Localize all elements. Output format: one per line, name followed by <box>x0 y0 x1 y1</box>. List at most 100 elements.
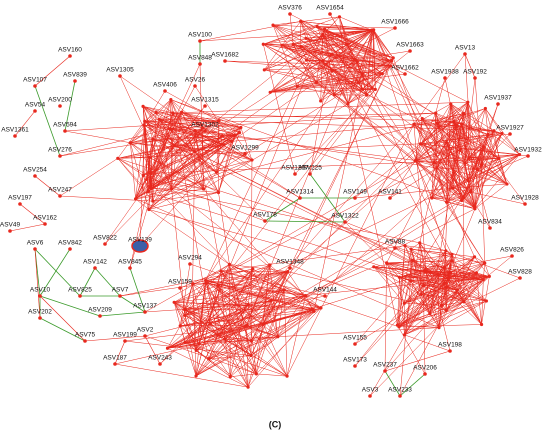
node-dot <box>463 161 467 165</box>
edge <box>130 142 136 199</box>
node-label: ASV828 <box>508 269 532 276</box>
edge <box>429 272 451 352</box>
node-dot <box>446 276 450 280</box>
edge <box>221 245 406 272</box>
node-dot <box>203 129 207 133</box>
node-dot <box>365 93 369 97</box>
edge <box>205 280 306 296</box>
node-label: ASV149 <box>343 189 367 196</box>
node-label: ASV192 <box>463 69 487 76</box>
edge <box>445 286 448 311</box>
edge <box>220 271 226 340</box>
node-label: ASV826 <box>500 247 524 254</box>
edge <box>220 270 278 337</box>
node-dot <box>445 200 449 204</box>
edge <box>354 143 421 199</box>
edge <box>272 24 298 87</box>
edge <box>347 73 383 104</box>
edge <box>185 307 321 343</box>
edge <box>130 142 246 155</box>
edge <box>373 29 394 59</box>
node-label: ASV1662 <box>391 65 419 72</box>
node-label: ASV187 <box>103 355 127 362</box>
edge <box>389 160 416 199</box>
edge <box>114 339 226 365</box>
node-dot <box>143 119 147 123</box>
edge <box>150 127 241 189</box>
node-dot <box>455 288 459 292</box>
edge <box>251 289 285 342</box>
node-dot <box>497 156 501 161</box>
edge <box>309 89 376 175</box>
edge <box>185 341 288 377</box>
edge <box>422 118 491 229</box>
node-dot <box>133 197 138 201</box>
edge <box>189 263 322 309</box>
node-dot <box>353 57 357 62</box>
edge <box>270 295 306 302</box>
edge <box>289 13 391 67</box>
node-dot <box>295 84 299 88</box>
node-dot <box>261 42 265 46</box>
edge <box>498 158 508 185</box>
node-dot <box>178 324 182 328</box>
node-dot <box>214 170 219 174</box>
edge <box>117 158 154 202</box>
node-dot <box>304 36 308 40</box>
node-dot <box>462 300 466 304</box>
node-dot <box>268 263 272 267</box>
edge <box>139 121 145 247</box>
node-dot <box>388 196 392 200</box>
node-dot <box>383 369 387 373</box>
node-dot <box>223 59 227 63</box>
node-label: ASV202 <box>28 309 52 316</box>
node-dot <box>461 112 466 116</box>
node-label: ASV1937 <box>484 95 512 102</box>
edge <box>218 132 240 193</box>
edge <box>369 267 445 397</box>
edge <box>284 289 306 296</box>
edge <box>334 94 462 201</box>
node-label: ASV1927 <box>496 125 524 132</box>
node-label: ASV1928 <box>511 195 539 202</box>
node-dot <box>143 334 147 338</box>
edge <box>438 279 484 328</box>
edge <box>386 262 490 277</box>
node-dot <box>500 131 504 136</box>
edge <box>205 29 374 281</box>
node-dot <box>147 207 151 212</box>
edge <box>445 255 513 311</box>
edge <box>216 120 220 173</box>
edge <box>224 124 415 340</box>
edge <box>208 268 253 359</box>
edge <box>441 301 465 306</box>
edge <box>404 313 430 336</box>
node-dot <box>193 150 197 154</box>
node-dot <box>216 190 221 195</box>
edge <box>218 87 373 286</box>
node-label: ASV200 <box>48 97 72 104</box>
node-dot <box>243 152 247 156</box>
edge <box>438 126 447 143</box>
node-dot <box>442 281 446 286</box>
edge <box>250 307 322 356</box>
node-label: ASV139 <box>128 237 152 244</box>
node-dot <box>216 283 220 288</box>
edge <box>305 266 374 296</box>
node-dot <box>409 247 413 251</box>
node-dot <box>18 202 22 206</box>
node-dot <box>223 337 227 341</box>
edge <box>404 300 487 336</box>
node-label: ASV100 <box>188 32 212 39</box>
edge <box>410 280 440 328</box>
node-dot <box>269 299 273 303</box>
edge <box>218 285 249 388</box>
edge <box>148 172 217 210</box>
node-dot <box>370 86 374 90</box>
edge <box>144 335 161 365</box>
edge <box>64 130 131 144</box>
edge <box>144 264 230 313</box>
node-dot <box>397 325 401 329</box>
node-dot <box>329 52 333 56</box>
edge <box>263 200 462 325</box>
